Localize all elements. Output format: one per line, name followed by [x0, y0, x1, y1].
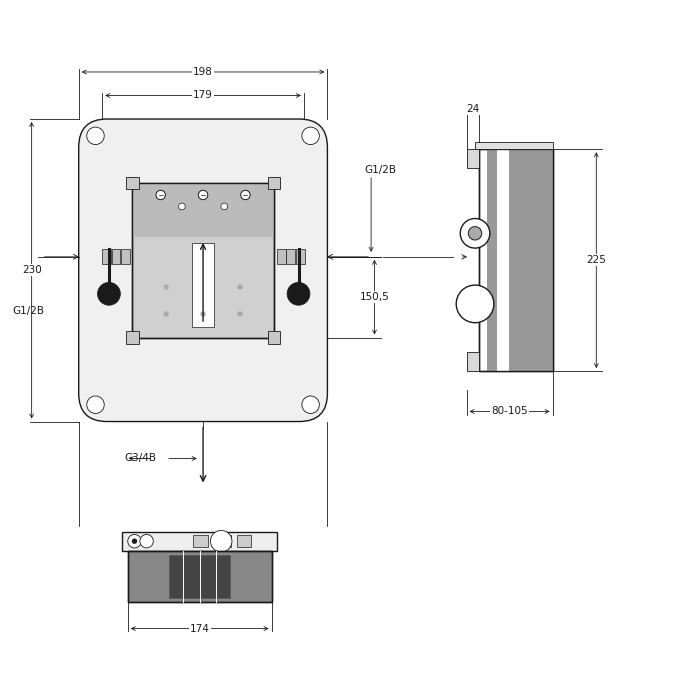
Text: 179: 179 — [193, 90, 213, 101]
FancyBboxPatch shape — [79, 119, 327, 421]
Circle shape — [211, 531, 232, 552]
Bar — [296, 250, 304, 264]
Bar — [128, 551, 271, 601]
Circle shape — [302, 396, 319, 414]
Circle shape — [460, 219, 490, 248]
Circle shape — [97, 282, 120, 305]
Circle shape — [238, 311, 243, 317]
Circle shape — [156, 190, 165, 200]
Circle shape — [200, 311, 206, 317]
Bar — [132, 183, 273, 338]
Bar — [466, 352, 479, 371]
Circle shape — [287, 282, 310, 305]
Bar — [277, 250, 286, 264]
Text: G3/4B: G3/4B — [124, 454, 156, 464]
Bar — [102, 250, 111, 264]
Bar — [132, 183, 273, 237]
Bar — [128, 551, 271, 601]
Text: G1/2B: G1/2B — [12, 306, 45, 316]
Bar — [192, 244, 214, 327]
Bar — [126, 331, 138, 344]
Text: 198: 198 — [193, 67, 213, 77]
Bar — [466, 149, 479, 168]
Circle shape — [302, 127, 319, 144]
Bar — [479, 149, 553, 371]
Circle shape — [163, 311, 169, 317]
Bar — [193, 535, 208, 547]
Bar — [111, 250, 120, 264]
Circle shape — [163, 284, 169, 290]
Text: 225: 225 — [587, 255, 606, 265]
Text: 174: 174 — [190, 624, 210, 634]
Bar — [475, 142, 553, 149]
Circle shape — [456, 285, 494, 323]
Circle shape — [468, 227, 482, 240]
Bar — [122, 532, 277, 551]
Circle shape — [238, 284, 243, 290]
Bar — [267, 177, 279, 189]
Circle shape — [132, 539, 137, 544]
Circle shape — [178, 203, 185, 210]
Bar — [267, 331, 279, 344]
Circle shape — [241, 190, 250, 200]
Text: 80-105: 80-105 — [491, 406, 528, 416]
Text: G1/2B: G1/2B — [364, 165, 396, 176]
Circle shape — [221, 203, 227, 210]
Text: 230: 230 — [22, 265, 42, 275]
Text: 150,5: 150,5 — [360, 292, 389, 302]
Text: 24: 24 — [466, 104, 479, 114]
Circle shape — [87, 396, 104, 414]
Bar — [487, 149, 553, 371]
Bar — [479, 149, 553, 371]
Bar — [169, 555, 230, 597]
Bar — [126, 177, 138, 189]
Circle shape — [198, 190, 208, 200]
Bar — [121, 250, 130, 264]
Bar — [237, 535, 252, 547]
Bar — [217, 535, 232, 547]
Circle shape — [87, 127, 104, 144]
Circle shape — [128, 535, 141, 548]
Circle shape — [140, 535, 153, 548]
Bar — [132, 183, 273, 338]
Bar — [497, 149, 509, 371]
Bar — [286, 250, 295, 264]
